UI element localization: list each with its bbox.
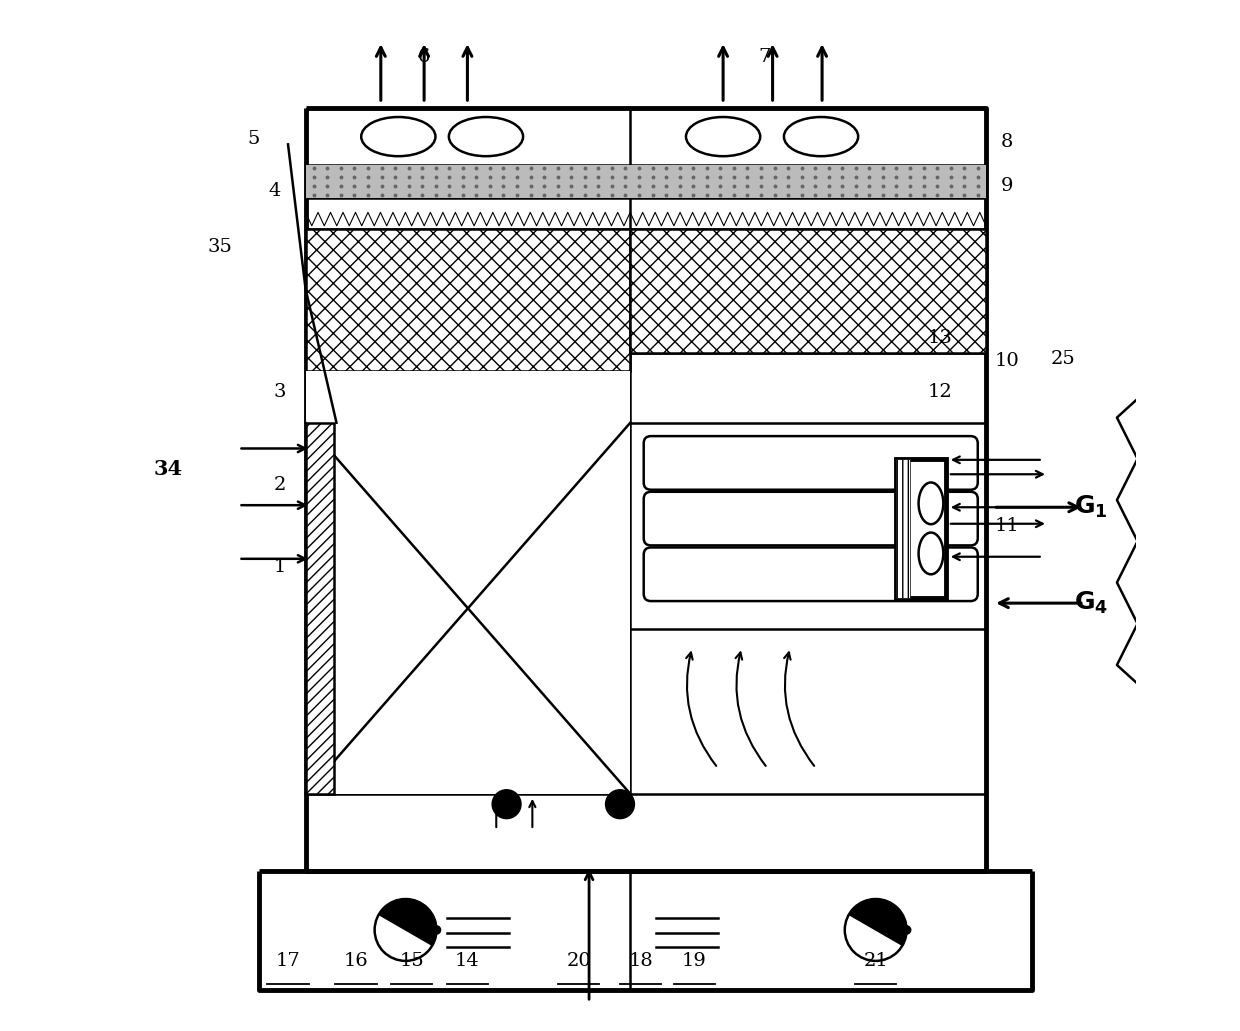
Wedge shape: [849, 899, 906, 945]
FancyBboxPatch shape: [644, 436, 978, 490]
Circle shape: [492, 790, 521, 819]
Text: $\mathbf{G_1}$: $\mathbf{G_1}$: [1074, 494, 1107, 521]
Text: 12: 12: [928, 383, 952, 401]
Text: 2: 2: [274, 475, 286, 494]
Ellipse shape: [919, 483, 944, 524]
FancyBboxPatch shape: [644, 547, 978, 601]
Text: 5: 5: [248, 130, 260, 148]
Bar: [305, 423, 630, 794]
Text: 1: 1: [274, 558, 286, 576]
Text: 7: 7: [758, 47, 770, 66]
Text: 17: 17: [275, 952, 300, 970]
Text: 21: 21: [863, 952, 888, 970]
Text: 18: 18: [629, 952, 653, 970]
Ellipse shape: [919, 533, 944, 574]
Bar: [630, 229, 986, 353]
Text: 3: 3: [274, 383, 286, 401]
Text: 13: 13: [928, 329, 952, 347]
Ellipse shape: [686, 118, 760, 156]
Bar: [305, 423, 335, 794]
Bar: [305, 371, 630, 423]
Ellipse shape: [449, 118, 523, 156]
Text: 25: 25: [1052, 350, 1076, 368]
Text: 15: 15: [399, 952, 424, 970]
Text: 8: 8: [1001, 133, 1013, 152]
Bar: [305, 229, 630, 371]
Text: 19: 19: [682, 952, 707, 970]
Ellipse shape: [361, 118, 435, 156]
Circle shape: [903, 926, 910, 934]
FancyBboxPatch shape: [644, 492, 978, 545]
Text: 9: 9: [1001, 176, 1013, 195]
Bar: [897, 459, 910, 598]
Text: 20: 20: [567, 952, 591, 970]
Wedge shape: [378, 899, 436, 945]
Circle shape: [433, 926, 440, 934]
Text: 34: 34: [154, 459, 184, 479]
Text: 35: 35: [207, 238, 232, 257]
Text: 16: 16: [343, 952, 368, 970]
Bar: [897, 459, 946, 598]
Text: $\mathbf{G_4}$: $\mathbf{G_4}$: [1074, 590, 1107, 617]
Circle shape: [605, 790, 635, 819]
Text: 14: 14: [455, 952, 480, 970]
Text: 4: 4: [268, 181, 280, 200]
Ellipse shape: [784, 118, 858, 156]
Text: 11: 11: [994, 517, 1019, 535]
Text: 10: 10: [994, 352, 1019, 370]
Text: 6: 6: [418, 47, 430, 66]
Bar: [305, 165, 986, 198]
